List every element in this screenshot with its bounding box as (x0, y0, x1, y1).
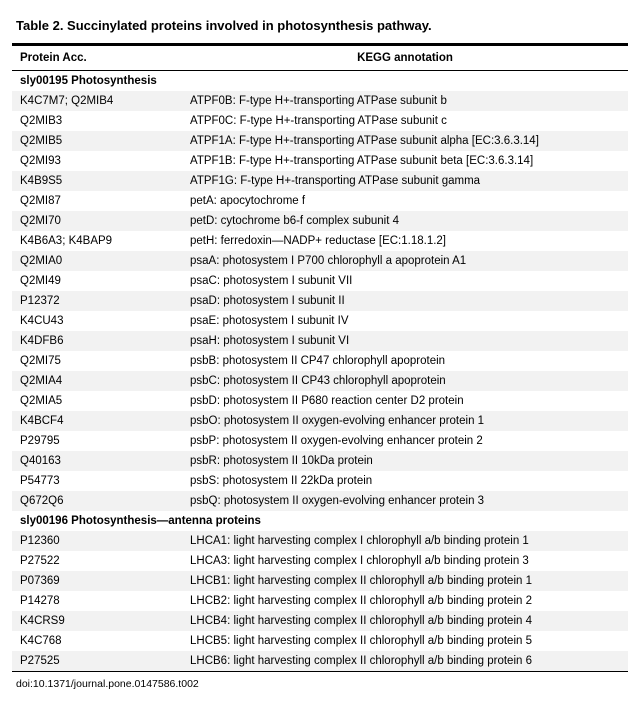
table-row: P12360LHCA1: light harvesting complex I … (12, 531, 628, 551)
cell-protein-acc: Q672Q6 (12, 491, 182, 511)
cell-kegg-annotation: psbB: photosystem II CP47 chlorophyll ap… (182, 351, 628, 371)
table-row: P12372psaD: photosystem I subunit II (12, 291, 628, 311)
table-row: P14278LHCB2: light harvesting complex II… (12, 591, 628, 611)
proteins-table: Protein Acc. KEGG annotation sly00195 Ph… (12, 45, 628, 671)
cell-kegg-annotation: petD: cytochrome b6-f complex subunit 4 (182, 211, 628, 231)
cell-protein-acc: P54773 (12, 471, 182, 491)
cell-kegg-annotation: psbS: photosystem II 22kDa protein (182, 471, 628, 491)
cell-kegg-annotation: LHCB5: light harvesting complex II chlor… (182, 631, 628, 651)
cell-kegg-annotation: ATPF1A: F-type H+-transporting ATPase su… (182, 131, 628, 151)
cell-kegg-annotation: psbC: photosystem II CP43 chlorophyll ap… (182, 371, 628, 391)
cell-kegg-annotation: LHCA3: light harvesting complex I chloro… (182, 551, 628, 571)
cell-protein-acc: Q2MIA5 (12, 391, 182, 411)
table-row: P29795psbP: photosystem II oxygen-evolvi… (12, 431, 628, 451)
table-row: Q2MI75psbB: photosystem II CP47 chloroph… (12, 351, 628, 371)
cell-kegg-annotation: LHCB4: light harvesting complex II chlor… (182, 611, 628, 631)
cell-protein-acc: K4B9S5 (12, 171, 182, 191)
cell-protein-acc: P29795 (12, 431, 182, 451)
table-row: Q2MI87petA: apocytochrome f (12, 191, 628, 211)
section-header: sly00196 Photosynthesis—antenna proteins (12, 511, 628, 531)
table-row: K4BCF4psbO: photosystem II oxygen-evolvi… (12, 411, 628, 431)
table-row: Q2MIB5ATPF1A: F-type H+-transporting ATP… (12, 131, 628, 151)
cell-protein-acc: Q2MIB5 (12, 131, 182, 151)
cell-protein-acc: P07369 (12, 571, 182, 591)
cell-kegg-annotation: LHCA1: light harvesting complex I chloro… (182, 531, 628, 551)
cell-protein-acc: K4CRS9 (12, 611, 182, 631)
section-title: sly00196 Photosynthesis—antenna proteins (12, 511, 628, 531)
cell-protein-acc: Q2MIA0 (12, 251, 182, 271)
cell-kegg-annotation: psbD: photosystem II P680 reaction cente… (182, 391, 628, 411)
cell-kegg-annotation: petH: ferredoxin—NADP+ reductase [EC:1.1… (182, 231, 628, 251)
doi-text: doi:10.1371/journal.pone.0147586.t002 (12, 672, 628, 690)
cell-protein-acc: Q2MIB3 (12, 111, 182, 131)
col-header-acc: Protein Acc. (12, 46, 182, 71)
cell-kegg-annotation: LHCB1: light harvesting complex II chlor… (182, 571, 628, 591)
table-row: K4B6A3; K4BAP9petH: ferredoxin—NADP+ red… (12, 231, 628, 251)
cell-kegg-annotation: psbQ: photosystem II oxygen-evolving enh… (182, 491, 628, 511)
cell-kegg-annotation: ATPF1B: F-type H+-transporting ATPase su… (182, 151, 628, 171)
cell-protein-acc: Q2MI75 (12, 351, 182, 371)
cell-kegg-annotation: psaC: photosystem I subunit VII (182, 271, 628, 291)
cell-protein-acc: Q2MI70 (12, 211, 182, 231)
table-row: P27522LHCA3: light harvesting complex I … (12, 551, 628, 571)
cell-kegg-annotation: psaH: photosystem I subunit VI (182, 331, 628, 351)
cell-protein-acc: K4BCF4 (12, 411, 182, 431)
table-row: P54773psbS: photosystem II 22kDa protein (12, 471, 628, 491)
table-row: P27525LHCB6: light harvesting complex II… (12, 651, 628, 671)
table-row: Q672Q6psbQ: photosystem II oxygen-evolvi… (12, 491, 628, 511)
cell-protein-acc: K4CU43 (12, 311, 182, 331)
table-row: K4CRS9LHCB4: light harvesting complex II… (12, 611, 628, 631)
cell-protein-acc: P12360 (12, 531, 182, 551)
table-row: Q40163psbR: photosystem II 10kDa protein (12, 451, 628, 471)
table-row: Q2MI93ATPF1B: F-type H+-transporting ATP… (12, 151, 628, 171)
table-row: Q2MIA0psaA: photosystem I P700 chlorophy… (12, 251, 628, 271)
section-header: sly00195 Photosynthesis (12, 71, 628, 92)
table-row: K4CU43psaE: photosystem I subunit IV (12, 311, 628, 331)
header-row: Protein Acc. KEGG annotation (12, 46, 628, 71)
cell-protein-acc: K4DFB6 (12, 331, 182, 351)
cell-kegg-annotation: psbR: photosystem II 10kDa protein (182, 451, 628, 471)
table-body: sly00195 PhotosynthesisK4C7M7; Q2MIB4ATP… (12, 71, 628, 672)
cell-kegg-annotation: LHCB6: light harvesting complex II chlor… (182, 651, 628, 671)
table-row: K4C7M7; Q2MIB4ATPF0B: F-type H+-transpor… (12, 91, 628, 111)
cell-kegg-annotation: psbP: photosystem II oxygen-evolving enh… (182, 431, 628, 451)
table-row: Q2MIA4psbC: photosystem II CP43 chloroph… (12, 371, 628, 391)
cell-protein-acc: Q2MI93 (12, 151, 182, 171)
cell-protein-acc: P12372 (12, 291, 182, 311)
table-row: Q2MI70petD: cytochrome b6-f complex subu… (12, 211, 628, 231)
table-row: P07369LHCB1: light harvesting complex II… (12, 571, 628, 591)
cell-kegg-annotation: ATPF0C: F-type H+-transporting ATPase su… (182, 111, 628, 131)
cell-kegg-annotation: petA: apocytochrome f (182, 191, 628, 211)
cell-protein-acc: Q2MI49 (12, 271, 182, 291)
table-container: Protein Acc. KEGG annotation sly00195 Ph… (12, 43, 628, 672)
cell-kegg-annotation: LHCB2: light harvesting complex II chlor… (182, 591, 628, 611)
section-title: sly00195 Photosynthesis (12, 71, 628, 92)
cell-kegg-annotation: ATPF0B: F-type H+-transporting ATPase su… (182, 91, 628, 111)
table-caption: Table 2. Succinylated proteins involved … (12, 12, 628, 43)
cell-protein-acc: K4B6A3; K4BAP9 (12, 231, 182, 251)
cell-protein-acc: K4C7M7; Q2MIB4 (12, 91, 182, 111)
table-row: K4DFB6psaH: photosystem I subunit VI (12, 331, 628, 351)
cell-protein-acc: Q2MIA4 (12, 371, 182, 391)
cell-kegg-annotation: psaE: photosystem I subunit IV (182, 311, 628, 331)
table-row: K4C768LHCB5: light harvesting complex II… (12, 631, 628, 651)
table-row: K4B9S5ATPF1G: F-type H+-transporting ATP… (12, 171, 628, 191)
cell-kegg-annotation: ATPF1G: F-type H+-transporting ATPase su… (182, 171, 628, 191)
table-row: Q2MI49psaC: photosystem I subunit VII (12, 271, 628, 291)
cell-protein-acc: K4C768 (12, 631, 182, 651)
cell-kegg-annotation: psaD: photosystem I subunit II (182, 291, 628, 311)
cell-protein-acc: P27522 (12, 551, 182, 571)
table-row: Q2MIB3ATPF0C: F-type H+-transporting ATP… (12, 111, 628, 131)
cell-kegg-annotation: psaA: photosystem I P700 chlorophyll a a… (182, 251, 628, 271)
cell-kegg-annotation: psbO: photosystem II oxygen-evolving enh… (182, 411, 628, 431)
table-row: Q2MIA5psbD: photosystem II P680 reaction… (12, 391, 628, 411)
cell-protein-acc: Q2MI87 (12, 191, 182, 211)
col-header-kegg: KEGG annotation (182, 46, 628, 71)
cell-protein-acc: P14278 (12, 591, 182, 611)
cell-protein-acc: P27525 (12, 651, 182, 671)
cell-protein-acc: Q40163 (12, 451, 182, 471)
